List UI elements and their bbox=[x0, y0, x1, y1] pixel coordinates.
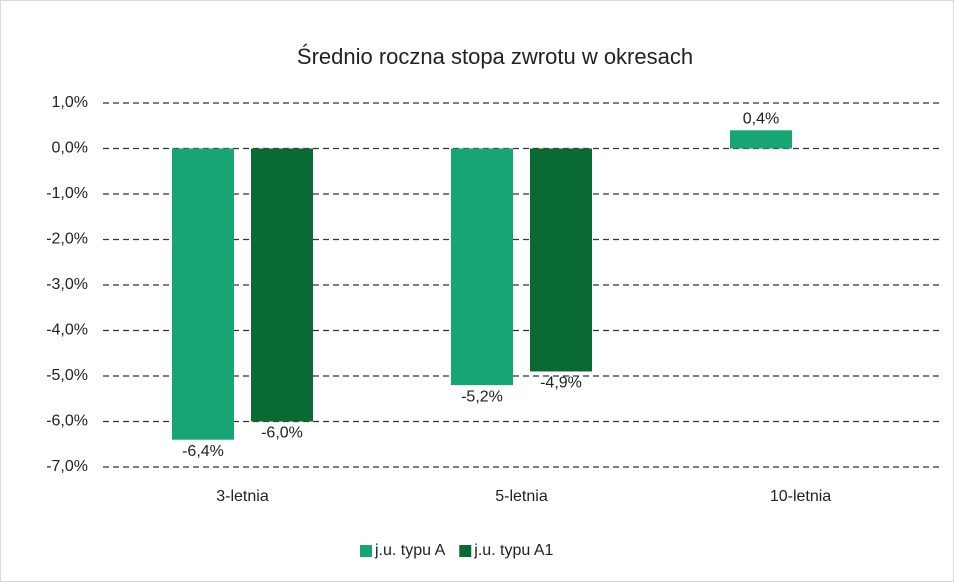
x-tick-label: 5-letnia bbox=[495, 488, 548, 505]
bar bbox=[730, 130, 792, 149]
y-tick-label: -4,0% bbox=[46, 322, 88, 339]
y-tick-label: -1,0% bbox=[46, 185, 88, 202]
legend-label: j.u. typu A1 bbox=[473, 542, 553, 559]
bar bbox=[251, 148, 313, 422]
bar bbox=[172, 148, 234, 440]
y-tick-label: -3,0% bbox=[46, 276, 88, 293]
legend-swatch bbox=[360, 545, 372, 557]
x-tick-label: 10-letnia bbox=[770, 488, 831, 505]
y-tick-label: -2,0% bbox=[46, 231, 88, 248]
legend-label: j.u. typu A bbox=[374, 542, 446, 559]
data-label: -4,9% bbox=[540, 375, 582, 392]
data-label: -5,2% bbox=[461, 388, 503, 405]
data-label: -6,0% bbox=[261, 425, 303, 442]
bar bbox=[530, 148, 592, 372]
y-tick-label: -6,0% bbox=[46, 413, 88, 430]
data-label: -6,4% bbox=[182, 443, 224, 460]
y-tick-label: -7,0% bbox=[46, 458, 88, 475]
bar bbox=[451, 148, 513, 386]
legend-swatch bbox=[459, 545, 472, 557]
y-tick-label: -5,0% bbox=[46, 367, 88, 384]
data-label: 0,4% bbox=[743, 111, 779, 128]
x-tick-label: 3-letnia bbox=[216, 488, 269, 505]
y-tick-label: 0,0% bbox=[52, 140, 88, 157]
y-tick-label: 1,0% bbox=[52, 94, 88, 111]
chart-title: Średnio roczna stopa zwrotu w okresach bbox=[297, 44, 693, 69]
